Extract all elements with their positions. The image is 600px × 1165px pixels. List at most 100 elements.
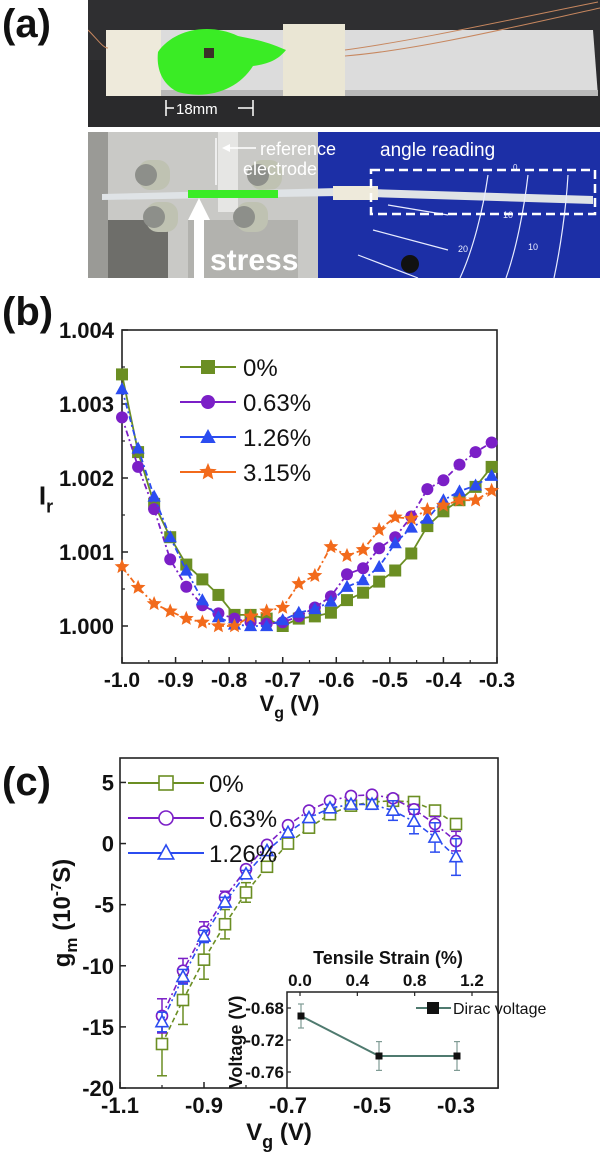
bending-rig-photo: 10 20 10 0 angle reading reference elect… (88, 132, 600, 278)
data-point (301, 809, 317, 824)
series-3-15pct (114, 482, 500, 633)
data-point (339, 547, 355, 562)
data-point (453, 458, 466, 471)
dial-number-10b: 10 (528, 242, 538, 252)
scale-label: 18mm (176, 101, 218, 118)
panel-label-a: (a) (2, 2, 51, 46)
legend-item: 1.26% (180, 425, 311, 452)
data-point (154, 1014, 170, 1028)
data-point (146, 596, 162, 611)
data-point (372, 559, 386, 572)
legend-label: 1.26% (243, 425, 311, 452)
x-tick-label: -0.7 (265, 669, 301, 692)
reference-label-1: reference (260, 139, 336, 159)
data-point (238, 866, 254, 880)
data-point (260, 619, 274, 632)
data-point (308, 602, 322, 615)
data-point (197, 953, 211, 966)
data-point (485, 468, 499, 481)
data-point (218, 917, 232, 931)
x-axis-label: Vg (V) (246, 1119, 312, 1152)
data-point (259, 603, 275, 618)
data-point (420, 511, 434, 524)
data-point (307, 567, 323, 582)
x-tick-label: -1.0 (104, 669, 140, 692)
inset-data-point (297, 1012, 305, 1020)
data-point (340, 579, 354, 592)
y-tick-label: -20 (82, 1076, 114, 1101)
legend-marker (201, 360, 215, 374)
data-point (355, 542, 371, 557)
y-tick-label: 0 (102, 832, 114, 857)
data-point (373, 542, 386, 555)
x-tick-label: -0.9 (185, 1093, 223, 1118)
data-point (176, 993, 190, 1007)
data-point (116, 368, 128, 381)
data-point (147, 489, 161, 502)
data-point (178, 610, 194, 625)
roller-screws (135, 160, 282, 232)
inset-x-tick-label: 0.0 (288, 971, 312, 990)
legend-item: 0% (180, 355, 278, 382)
data-point (324, 594, 338, 607)
data-point (385, 802, 401, 817)
x-tick-label: -0.8 (211, 669, 248, 692)
data-point (164, 553, 177, 566)
angle-reading-label: angle reading (380, 140, 495, 161)
data-point (427, 829, 443, 843)
inset-frame (286, 991, 499, 1089)
data-point (292, 605, 306, 618)
sample-photo: 18mm (88, 0, 600, 127)
chart-ir-vs-vg: -1.0 -0.9 -0.8 -0.7 -0.6 -0.5 -0.4 -0.3 1.000 1.0… (39, 318, 515, 722)
x-tick-label: -0.5 (372, 669, 409, 692)
data-point (485, 460, 498, 473)
x-tick-label: -0.4 (425, 669, 462, 692)
data-point (163, 530, 177, 543)
data-point (468, 478, 483, 491)
green-gel (157, 29, 286, 95)
data-point (405, 547, 418, 560)
inset-y-axis-label: Voltage (V) (226, 996, 246, 1089)
legend-label: 0.63% (209, 806, 277, 833)
data-point (260, 860, 274, 874)
x-tick-label: -0.3 (437, 1093, 475, 1118)
data-point (421, 483, 434, 496)
legend-label: 0% (243, 355, 278, 382)
angle-dial (357, 174, 569, 278)
data-point (452, 484, 467, 497)
data-point (387, 509, 403, 524)
x-tick-label: -0.3 (479, 669, 515, 692)
data-point (114, 559, 130, 574)
chart-gm-vs-vg: -1.1 -0.9 -0.7 -0.5 -0.3 -20 -15 -10 -5 0 5 Vg (V) g… (48, 757, 546, 1152)
data-point (275, 599, 291, 614)
data-point (280, 824, 296, 839)
y-tick-label: 1.002 (59, 466, 114, 491)
inset-y-tick-label: -0.68 (245, 999, 284, 1018)
y-tick-label: 1.001 (59, 540, 114, 565)
data-point (324, 606, 337, 619)
data-point (217, 894, 233, 908)
data-point (388, 536, 402, 549)
data-point (428, 804, 442, 817)
data-point (357, 586, 370, 599)
inset-x-tick-label: 0.4 (346, 971, 370, 990)
legend-item: 0.63% (180, 390, 311, 417)
data-point (243, 608, 258, 623)
data-point (322, 800, 338, 814)
x-tick-label: -0.9 (157, 669, 193, 692)
dial-number-0: 0 (513, 163, 518, 172)
y-tick-label: 1.000 (59, 614, 114, 639)
dial-number-20: 20 (458, 244, 468, 254)
legend-item: 3.15% (180, 460, 311, 487)
inset-legend-marker (427, 1002, 439, 1014)
y-tick-label: -5 (94, 893, 114, 918)
data-point (356, 573, 370, 586)
legend-label: 0.63% (243, 390, 311, 417)
x-tick-label: -0.5 (353, 1093, 391, 1118)
data-point (357, 562, 370, 575)
data-point (175, 968, 191, 983)
data-point (276, 613, 290, 626)
data-point (364, 796, 380, 810)
inset-legend-label: Dirac voltage (453, 1001, 546, 1018)
data-point (403, 510, 419, 525)
